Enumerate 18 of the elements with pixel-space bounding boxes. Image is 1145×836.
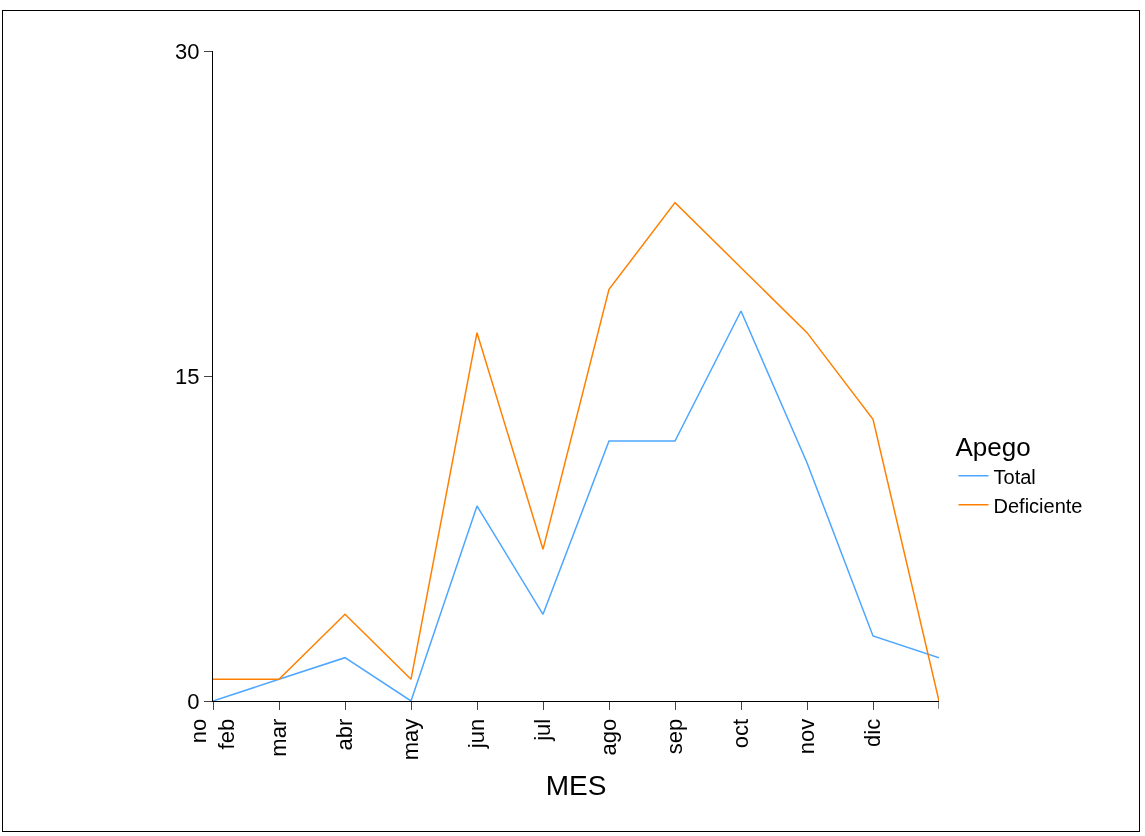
x-tick-label: ago (596, 718, 622, 756)
y-tick-label: 0 (187, 688, 200, 714)
x-tick-label: no feb (185, 718, 240, 750)
x-tick-label: jun (464, 718, 490, 750)
x-tick-label: nov (794, 718, 820, 755)
x-tick-label: dic (860, 718, 886, 747)
legend-title: Apego (955, 432, 1031, 463)
x-tick-label: oct (728, 718, 754, 749)
x-tick-label: jul (530, 718, 556, 742)
x-axis-title: MES (545, 770, 607, 801)
legend-label: Total (993, 465, 1036, 488)
x-tick-label: abr (332, 718, 358, 751)
x-tick-label: may (398, 718, 424, 761)
y-tick-label: 15 (175, 363, 200, 389)
y-tick-label: 30 (175, 38, 200, 64)
legend-label: Deficiente (993, 494, 1083, 517)
x-tick-label: mar (266, 718, 292, 757)
x-tick-label: sep (662, 718, 688, 755)
